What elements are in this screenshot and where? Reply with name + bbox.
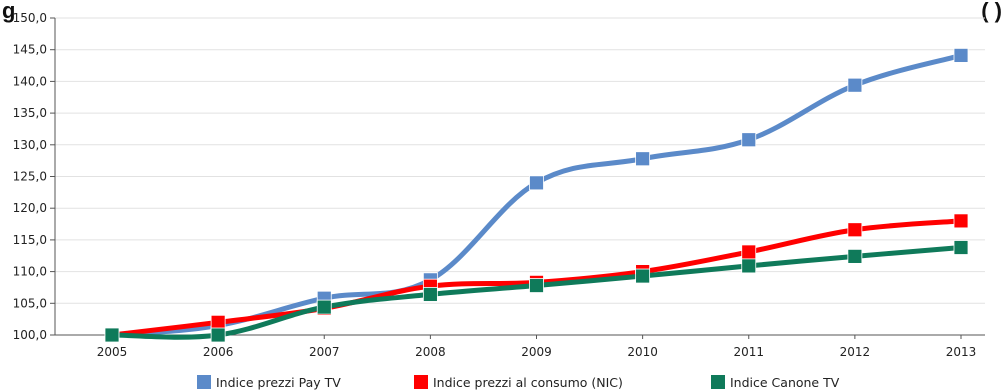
data-point-marker (210, 327, 226, 343)
axes: 100,0 105,0 110,0 115,0 120,0 125,0 130,0 135,0… (13, 11, 985, 359)
y-tick-label: 135,0 (13, 106, 47, 120)
y-tick-label: 125,0 (13, 170, 47, 184)
y-tick-label: 105,0 (13, 296, 47, 310)
y-tick-label: 115,0 (13, 233, 47, 247)
series-3 (104, 240, 969, 343)
data-point-marker (635, 268, 651, 284)
data-point-marker (529, 175, 544, 191)
data-point-marker (741, 132, 757, 148)
legend-label: Indice Canone TV (730, 375, 840, 390)
y-tick-label: 150,0 (13, 11, 47, 25)
gridlines (55, 17, 985, 304)
data-point-marker (316, 299, 332, 315)
legend: Indice prezzi Pay TV Indice prezzi al con… (197, 375, 840, 390)
data-point-marker (847, 248, 863, 264)
legend-label: Indice prezzi Pay TV (216, 375, 341, 390)
data-point-marker (529, 278, 544, 293)
y-tick-label: 120,0 (13, 201, 47, 215)
data-point-marker (953, 240, 969, 255)
data-point-marker (210, 314, 226, 330)
legend-swatch (414, 375, 428, 389)
x-tick-label: 2008 (415, 345, 446, 359)
x-tick-label: 2007 (309, 345, 340, 359)
data-point-marker (104, 327, 120, 343)
x-tick-label: 2010 (627, 345, 658, 359)
data-point-marker (847, 222, 863, 238)
data-point-marker (635, 151, 651, 167)
series-line (109, 52, 964, 338)
data-point-marker (953, 48, 969, 63)
y-tick-label: 100,0 (13, 328, 47, 342)
y-tick-label: 145,0 (13, 43, 47, 57)
y-tick-label: 130,0 (13, 138, 47, 152)
x-tick-label: 2006 (203, 345, 234, 359)
series-1 (104, 48, 969, 343)
data-point-marker (741, 244, 757, 260)
series-lines (104, 48, 969, 343)
y-tick-label: 140,0 (13, 74, 47, 88)
x-tick-label: 2005 (97, 345, 128, 359)
legend-swatch (711, 375, 725, 389)
x-tick-label: 2013 (946, 345, 977, 359)
chart-title-fragment-left: g (2, 0, 15, 23)
legend-swatch (197, 375, 211, 389)
x-tick-label: 2009 (521, 345, 552, 359)
y-tick-label: 110,0 (13, 265, 47, 279)
x-tick-label: 2012 (840, 345, 871, 359)
chart-title-fragment-right: ( ) (981, 0, 1002, 23)
series-2 (104, 213, 969, 343)
data-point-marker (953, 213, 969, 229)
legend-label: Indice prezzi al consumo (NIC) (433, 375, 623, 390)
data-point-marker (741, 258, 757, 274)
data-point-marker (847, 77, 863, 93)
x-tick-label: 2011 (733, 345, 764, 359)
data-point-marker (422, 287, 438, 302)
